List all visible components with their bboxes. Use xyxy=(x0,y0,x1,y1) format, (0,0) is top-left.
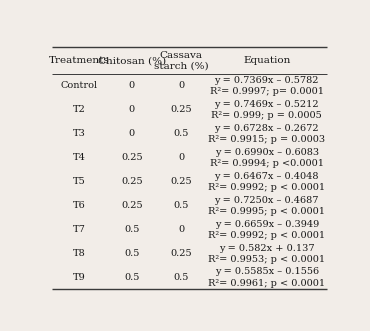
Text: T5: T5 xyxy=(73,177,86,186)
Text: 0.25: 0.25 xyxy=(121,177,142,186)
Text: y = 0.582x + 0.137
R²= 0.9953; p < 0.0001: y = 0.582x + 0.137 R²= 0.9953; p < 0.000… xyxy=(208,244,325,263)
Text: 0: 0 xyxy=(178,225,184,234)
Text: 0.5: 0.5 xyxy=(174,273,189,282)
Text: T3: T3 xyxy=(73,129,86,138)
Text: T2: T2 xyxy=(73,105,86,115)
Text: T8: T8 xyxy=(73,249,86,258)
Text: y = 0.7369x – 0.5782
R²= 0.9997; p= 0.0001: y = 0.7369x – 0.5782 R²= 0.9997; p= 0.00… xyxy=(210,76,324,96)
Text: T9: T9 xyxy=(73,273,86,282)
Text: 0.25: 0.25 xyxy=(121,153,142,162)
Text: 0.25: 0.25 xyxy=(121,201,142,210)
Text: 0: 0 xyxy=(129,81,135,90)
Text: 0.5: 0.5 xyxy=(124,273,139,282)
Text: 0: 0 xyxy=(129,129,135,138)
Text: 0.5: 0.5 xyxy=(174,129,189,138)
Text: y = 0.6467x – 0.4048
R²= 0.9992; p < 0.0001: y = 0.6467x – 0.4048 R²= 0.9992; p < 0.0… xyxy=(208,172,325,192)
Text: T6: T6 xyxy=(73,201,86,210)
Text: y = 0.7250x – 0.4687
R²= 0.9995; p < 0.0001: y = 0.7250x – 0.4687 R²= 0.9995; p < 0.0… xyxy=(208,196,325,216)
Text: y = 0.7469x – 0.5212
R²= 0.999; p = 0.0005: y = 0.7469x – 0.5212 R²= 0.999; p = 0.00… xyxy=(211,100,322,120)
Text: Control: Control xyxy=(61,81,98,90)
Text: y = 0.6659x – 0.3949
R²= 0.9992; p < 0.0001: y = 0.6659x – 0.3949 R²= 0.9992; p < 0.0… xyxy=(208,219,325,240)
Text: y = 0.5585x – 0.1556
R²= 0.9961; p < 0.0001: y = 0.5585x – 0.1556 R²= 0.9961; p < 0.0… xyxy=(208,267,325,288)
Text: 0.5: 0.5 xyxy=(124,225,139,234)
Text: 0: 0 xyxy=(178,153,184,162)
Text: T4: T4 xyxy=(73,153,86,162)
Text: 0.5: 0.5 xyxy=(174,201,189,210)
Text: 0.25: 0.25 xyxy=(171,177,192,186)
Text: y = 0.6990x – 0.6083
R²= 0.9994; p <0.0001: y = 0.6990x – 0.6083 R²= 0.9994; p <0.00… xyxy=(210,148,324,168)
Text: 0.25: 0.25 xyxy=(171,105,192,115)
Text: T7: T7 xyxy=(73,225,86,234)
Text: Equation: Equation xyxy=(243,56,290,65)
Text: 0: 0 xyxy=(129,105,135,115)
Text: 0.25: 0.25 xyxy=(171,249,192,258)
Text: Treatments: Treatments xyxy=(49,56,110,65)
Text: 0: 0 xyxy=(178,81,184,90)
Text: Chitosan (%): Chitosan (%) xyxy=(98,56,166,65)
Text: Cassava
starch (%): Cassava starch (%) xyxy=(154,51,209,71)
Text: y = 0.6728x – 0.2672
R²= 0.9915; p = 0.0003: y = 0.6728x – 0.2672 R²= 0.9915; p = 0.0… xyxy=(208,124,325,144)
Text: 0.5: 0.5 xyxy=(124,249,139,258)
